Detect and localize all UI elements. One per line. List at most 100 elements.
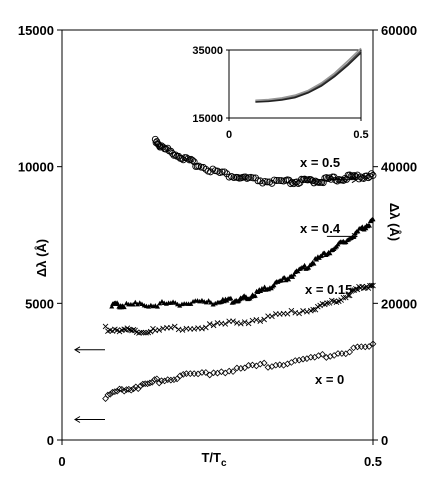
point-marker: [102, 323, 109, 330]
point-marker: [173, 375, 181, 383]
point-marker: [109, 304, 115, 309]
point-marker: [186, 370, 194, 377]
point-marker: [206, 321, 213, 327]
point-marker: [188, 301, 194, 306]
point-marker: [256, 360, 264, 368]
point-marker: [238, 320, 244, 327]
point-marker: [256, 177, 264, 185]
point-marker: [208, 299, 214, 305]
point-marker: [284, 311, 291, 317]
point-marker: [245, 320, 252, 327]
point-marker: [199, 325, 205, 332]
point-marker: [357, 343, 365, 351]
point-marker: [263, 178, 271, 186]
point-marker: [326, 174, 333, 182]
point-marker: [211, 167, 219, 175]
point-marker: [155, 142, 163, 150]
point-marker: [354, 286, 361, 293]
point-marker: [127, 386, 135, 394]
point-marker: [314, 257, 320, 262]
label-x-0.5: x = 0.5: [300, 155, 340, 170]
point-marker: [295, 356, 303, 364]
inset-lines: [255, 47, 362, 103]
point-marker: [197, 163, 205, 171]
point-marker: [146, 379, 154, 387]
point-marker: [153, 375, 161, 383]
point-marker: [287, 180, 295, 188]
point-marker: [230, 318, 236, 325]
point-marker: [345, 292, 351, 299]
series-marks: [102, 135, 377, 402]
point-marker: [271, 282, 277, 288]
point-marker: [135, 301, 141, 307]
point-marker: [242, 173, 249, 181]
point-marker: [253, 316, 260, 323]
inset-series-line: [255, 47, 362, 102]
point-marker: [121, 304, 127, 310]
point-marker: [370, 282, 376, 289]
point-marker: [302, 262, 308, 268]
point-marker: [190, 370, 198, 378]
point-marker: [319, 253, 325, 258]
point-marker: [179, 327, 186, 333]
x-tick-label: 0: [58, 454, 65, 469]
point-marker: [126, 326, 132, 333]
point-marker: [334, 350, 342, 357]
point-marker: [168, 324, 174, 331]
inset-y-tick-label: 15000: [192, 113, 223, 125]
point-marker: [113, 387, 121, 395]
point-marker: [229, 368, 237, 375]
axis-arrow-head: [351, 176, 358, 184]
point-marker: [222, 321, 229, 327]
point-marker: [258, 288, 264, 293]
point-marker: [291, 272, 297, 277]
point-marker: [360, 285, 367, 291]
right-tick-label: 20000: [381, 296, 417, 311]
point-marker: [241, 364, 249, 372]
point-marker: [288, 307, 295, 314]
point-marker: [148, 378, 156, 386]
left-axis-ticks: 0 5000 10000 15000: [18, 23, 62, 448]
point-marker: [355, 228, 361, 234]
point-marker: [190, 158, 198, 166]
axis-arrow-head: [74, 416, 81, 423]
point-marker: [230, 174, 238, 182]
point-marker: [306, 265, 312, 270]
inset-series-line: [255, 52, 362, 103]
label-x-0.4: x = 0.4: [300, 221, 341, 236]
point-marker: [273, 177, 281, 184]
point-marker: [279, 277, 285, 283]
point-marker: [167, 376, 175, 384]
point-marker: [350, 344, 357, 352]
point-marker: [184, 155, 192, 163]
point-marker: [366, 223, 372, 228]
point-marker: [245, 174, 253, 182]
point-marker: [177, 303, 183, 308]
right-tick-label: 0: [381, 433, 388, 448]
point-marker: [349, 287, 356, 294]
point-marker: [346, 171, 354, 179]
point-marker: [270, 176, 278, 184]
point-marker: [322, 354, 330, 361]
point-marker: [269, 313, 275, 320]
x-axis-title-main: T/T: [201, 450, 221, 465]
y-right-title: Δλ (Å): [387, 203, 402, 241]
point-marker: [327, 250, 333, 256]
point-marker: [218, 368, 225, 376]
point-marker: [206, 298, 212, 303]
point-marker: [260, 359, 268, 367]
point-marker: [161, 377, 168, 385]
point-marker: [121, 326, 128, 333]
point-marker: [179, 371, 187, 378]
point-marker: [311, 261, 317, 266]
point-marker: [151, 376, 158, 383]
label-x-0: x = 0: [315, 372, 344, 387]
series-x-0.5: [151, 135, 377, 188]
point-marker: [137, 382, 144, 390]
point-marker: [340, 294, 347, 301]
point-marker: [171, 323, 178, 330]
series-x-0.15: [102, 282, 376, 336]
point-marker: [275, 176, 283, 184]
point-marker: [286, 276, 292, 282]
point-marker: [130, 326, 137, 333]
